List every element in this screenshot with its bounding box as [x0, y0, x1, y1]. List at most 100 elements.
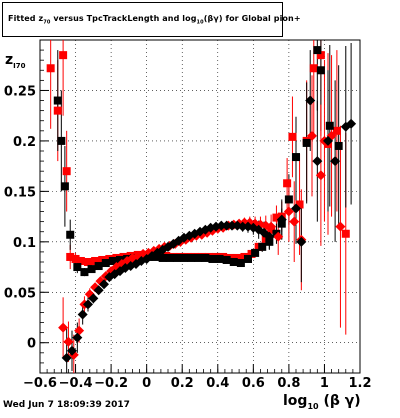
- x-tick-label: 0.6: [242, 376, 265, 391]
- data-point-square: [258, 242, 267, 251]
- x-tick-label: 0.8: [277, 376, 300, 391]
- data-point-square: [87, 265, 96, 274]
- data-point-square: [272, 213, 281, 222]
- data-point-diamond: [77, 309, 88, 320]
- data-point-square: [108, 256, 117, 265]
- x-label-tail: (β γ): [323, 393, 361, 409]
- data-point-diamond: [221, 220, 232, 231]
- data-point-diamond: [93, 285, 104, 296]
- data-point-diamond: [83, 299, 93, 310]
- data-point-diamond: [296, 236, 307, 247]
- data-point-square: [201, 253, 210, 262]
- data-point-diamond: [289, 216, 300, 227]
- x-axis-label: log10 (β γ): [283, 393, 361, 411]
- data-point-diamond: [74, 325, 85, 336]
- y-axis-label: zI70: [5, 52, 26, 70]
- data-point-diamond: [216, 220, 227, 231]
- data-point-diamond: [141, 253, 152, 264]
- data-point-square: [91, 256, 100, 265]
- data-point-diamond: [99, 279, 109, 290]
- y-tick-label: 0.05: [4, 286, 36, 301]
- data-point-square: [302, 138, 311, 147]
- x-label-log: log: [283, 393, 308, 409]
- data-point-square: [332, 126, 341, 135]
- data-point-diamond: [315, 170, 326, 181]
- data-point-diamond: [305, 95, 316, 106]
- data-point-square: [94, 262, 103, 271]
- data-point-diamond: [227, 220, 237, 231]
- data-point-square: [222, 255, 231, 264]
- data-point-square: [341, 229, 350, 238]
- x-tick-label: 1: [320, 376, 329, 391]
- data-point-square: [251, 248, 260, 257]
- x-tick-label: −0.6: [23, 376, 57, 391]
- data-point-square: [71, 254, 80, 263]
- y-tick-label: 0.1: [13, 236, 36, 251]
- data-point-square: [180, 253, 188, 262]
- data-point-square: [334, 141, 343, 150]
- data-point-square: [158, 253, 167, 262]
- data-point-square: [80, 268, 89, 277]
- data-point-square: [265, 237, 274, 246]
- data-point-square: [116, 255, 124, 264]
- data-point-diamond: [346, 118, 357, 129]
- data-point-diamond: [61, 352, 72, 363]
- x-axis-ticks: −0.6 −0.4 −0.2 0 0.2 0.4 0.6 0.8 1 1.2: [23, 364, 372, 391]
- data-point-square: [316, 66, 325, 75]
- data-point-square: [284, 195, 293, 204]
- data-point-square: [73, 263, 82, 272]
- title-prefix: Fitted: [8, 14, 39, 23]
- title-tail: (βγ) for Global pion+: [203, 14, 301, 23]
- x-tick-label: 1.2: [348, 376, 371, 391]
- data-point-diamond: [307, 130, 317, 141]
- y-tick-label: 0: [27, 337, 36, 352]
- data-point-square: [215, 254, 224, 263]
- data-point-square: [316, 51, 325, 60]
- data-point-square: [66, 252, 75, 261]
- data-point-diamond: [323, 135, 333, 146]
- data-point-diamond: [63, 336, 74, 347]
- x-tick-label: 0.2: [171, 376, 194, 391]
- data-point-square: [57, 136, 66, 145]
- data-point-square: [244, 254, 252, 263]
- data-point-diamond: [58, 322, 69, 333]
- data-markers: [46, 46, 357, 363]
- data-point-diamond: [264, 231, 275, 242]
- title-var: z: [38, 14, 44, 23]
- data-point-square: [53, 96, 62, 105]
- y-tick-label: 0.2: [13, 135, 36, 150]
- timestamp-footer: Wed Jun 7 18:09:39 2017: [3, 400, 130, 410]
- data-point-square: [84, 258, 92, 266]
- data-point-square: [53, 106, 62, 115]
- data-point-square: [295, 200, 304, 209]
- data-point-square: [288, 132, 297, 141]
- data-point-square: [233, 253, 242, 262]
- data-point-diamond: [283, 206, 294, 217]
- y-tick-label: 0.15: [4, 185, 36, 200]
- data-point-square: [101, 259, 110, 268]
- data-point-diamond: [312, 156, 323, 167]
- data-point-square: [292, 153, 300, 162]
- data-point-square: [46, 64, 55, 73]
- data-point-square: [172, 253, 181, 262]
- data-point-square: [62, 167, 71, 176]
- data-point-diamond: [335, 221, 346, 232]
- data-point-diamond: [67, 345, 77, 356]
- data-point-diamond: [88, 293, 99, 304]
- data-point-diamond: [248, 222, 259, 233]
- x-label-sub: 10: [307, 401, 319, 411]
- data-point-diamond: [72, 332, 83, 343]
- data-point-square: [309, 64, 318, 73]
- x-tick-label: −0.2: [94, 376, 128, 391]
- x-tick-label: 0.4: [206, 376, 229, 391]
- data-point-square: [229, 258, 238, 266]
- data-point-diamond: [276, 214, 287, 225]
- data-point-square: [208, 254, 217, 263]
- x-tick-label: −0.4: [59, 376, 93, 391]
- data-point-square: [194, 253, 203, 262]
- data-point-square: [165, 253, 174, 262]
- title-var-sub: 70: [43, 19, 51, 26]
- data-point-square: [313, 46, 322, 55]
- data-point-diamond: [330, 156, 341, 167]
